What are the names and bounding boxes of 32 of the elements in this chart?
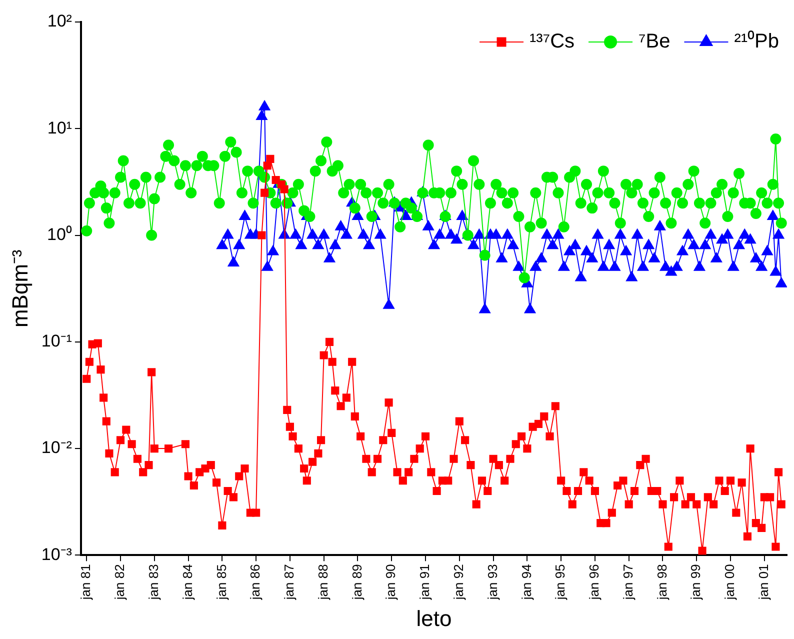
y-tick-label: 10¹ [47,118,72,138]
x-axis-title: leto [416,606,452,631]
y-tick-label: 10⁰ [47,224,72,244]
x-tick-label: jan 85 [214,564,229,601]
x-tick-label: jan 92 [450,564,466,601]
y-axis-title: mBqm⁻³ [7,250,32,328]
x-tick-label: jan 96 [586,564,602,601]
x-tick-label: jan 89 [349,564,364,601]
legend-label: ¹³⁷Cs [530,30,575,53]
x-tick-label: jan 94 [518,564,534,601]
x-tick-label: jan 01 [756,564,771,601]
y-tick-label: 10⁻³ [41,544,72,564]
legend-label: ²¹⁰Pb [734,30,780,53]
x-tick-label: jan 82 [112,564,128,601]
y-tick-label: 10⁻² [41,438,72,458]
x-tick-label: jan 87 [282,564,297,601]
x-tick-label: jan 91 [417,564,432,601]
x-tick-label: jan 81 [78,564,94,601]
y-tick-label: 10⁻¹ [41,332,72,351]
x-tick-label: jan 83 [146,564,161,601]
y-tick-label: 10² [47,12,72,31]
x-tick-label: jan 86 [248,564,263,601]
x-tick-label: jan 84 [180,564,195,601]
x-tick-label: jan 98 [654,564,670,601]
x-tick-label: jan 90 [383,564,398,601]
x-tick-label: jan 88 [315,564,330,601]
x-tick-label: jan 93 [484,564,500,601]
x-tick-label: jan 00 [722,564,738,601]
x-tick-label: jan 97 [620,564,636,601]
x-tick-label: jan 99 [688,564,704,601]
x-tick-label: jan 95 [552,564,568,601]
legend-label: ⁷Be [638,30,670,53]
